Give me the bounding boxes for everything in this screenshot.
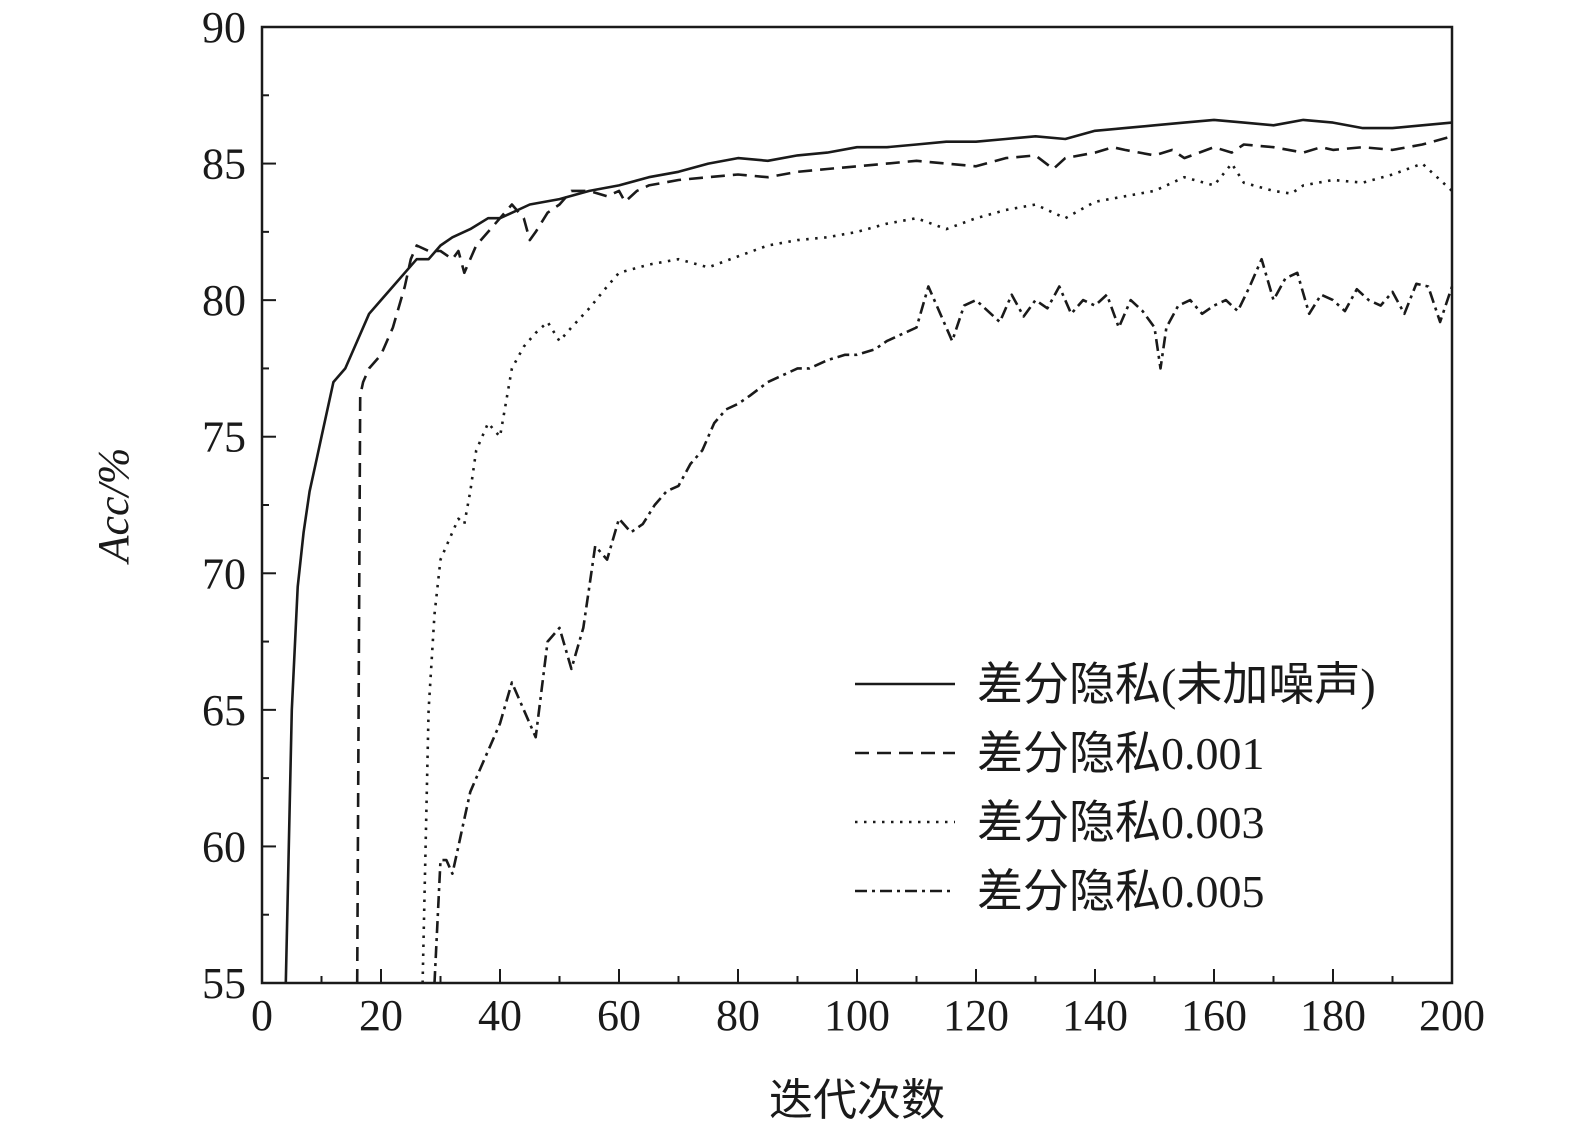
series-line-0 <box>284 118 1453 984</box>
y-tick-label: 90 <box>202 3 246 52</box>
x-tick-label: 0 <box>251 991 273 1040</box>
legend-label-1: 差分隐私0.001 <box>977 728 1265 779</box>
y-tick-label: 55 <box>202 959 246 1008</box>
plot-frame <box>260 25 1454 985</box>
x-tick-label: 120 <box>943 991 1009 1040</box>
x-axis-title: 迭代次数 <box>769 1076 945 1125</box>
legend-label-0: 差分隐私(未加噪声) <box>977 659 1376 710</box>
series-line-3 <box>433 257 1454 984</box>
y-tick-label: 70 <box>202 549 246 598</box>
legend: 差分隐私(未加噪声) 差分隐私0.001 差分隐私0.003 差分隐私0.005 <box>855 659 1376 917</box>
y-tick-label: 60 <box>202 822 246 871</box>
x-tick-label: 100 <box>824 991 890 1040</box>
x-tick-label: 40 <box>478 991 522 1040</box>
y-tick-label: 80 <box>202 276 246 325</box>
series-layer <box>284 118 1454 984</box>
y-axis-title: Acc/% <box>89 448 138 566</box>
series-line-2 <box>421 162 1453 984</box>
x-tick-label: 20 <box>359 991 403 1040</box>
legend-label-3: 差分隐私0.005 <box>977 866 1265 917</box>
x-tick-label: 200 <box>1419 991 1485 1040</box>
x-tick-label: 180 <box>1300 991 1366 1040</box>
y-tick-label: 75 <box>202 413 246 462</box>
series-line-1 <box>355 135 1453 984</box>
x-tick-label: 60 <box>597 991 641 1040</box>
ticks-layer: 0 20 40 60 80 100 120 140 160 180 200 55 60 65 70 75 80 8… <box>202 3 1485 1040</box>
x-tick-label: 80 <box>716 991 760 1040</box>
legend-label-2: 差分隐私0.003 <box>977 797 1265 848</box>
y-tick-label: 85 <box>202 140 246 189</box>
x-tick-label: 160 <box>1181 991 1247 1040</box>
y-tick-label: 65 <box>202 686 246 735</box>
x-tick-label: 140 <box>1062 991 1128 1040</box>
